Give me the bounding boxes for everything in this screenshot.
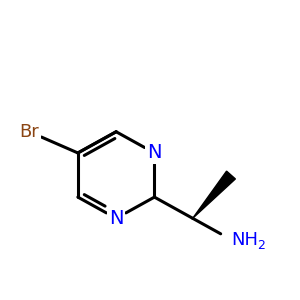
Text: Br: Br [20,123,39,141]
Text: 2: 2 [257,239,265,253]
Text: NH: NH [231,230,258,248]
Polygon shape [193,171,236,218]
Text: N: N [147,143,162,162]
Text: N: N [109,209,123,228]
